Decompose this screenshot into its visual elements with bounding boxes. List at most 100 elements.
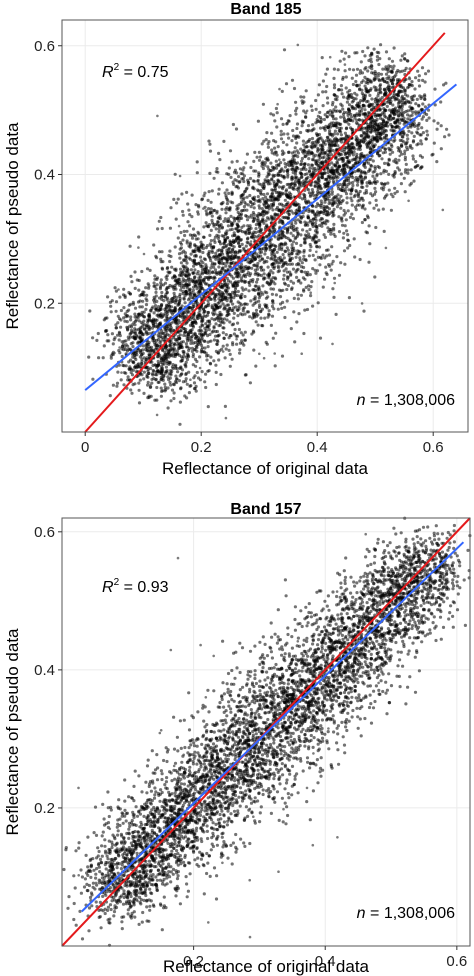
- scatter-point: [400, 108, 404, 112]
- scatter-point: [273, 187, 277, 191]
- scatter-point: [294, 112, 298, 116]
- scatter-point: [355, 67, 360, 71]
- scatter-point: [122, 371, 127, 375]
- scatter-point: [110, 332, 114, 336]
- scatter-point: [209, 200, 213, 204]
- scatter-point: [160, 389, 164, 393]
- scatter-point: [286, 248, 290, 252]
- scatter-point: [327, 192, 331, 196]
- scatter-point: [358, 189, 362, 194]
- scatter-point: [140, 313, 145, 317]
- scatter-point: [410, 113, 414, 117]
- scatter-point: [273, 254, 277, 258]
- scatter-point: [183, 254, 188, 258]
- scatter-point: [154, 294, 158, 298]
- scatter-point: [141, 299, 145, 303]
- scatter-point: [116, 321, 120, 325]
- scatter-point: [292, 310, 296, 314]
- scatter-point: [193, 348, 197, 352]
- scatter-point: [178, 256, 182, 260]
- scatter-point: [210, 330, 214, 334]
- scatter-point: [328, 264, 332, 268]
- scatter-point: [260, 323, 264, 328]
- scatter-point: [229, 175, 233, 179]
- scatter-point: [302, 95, 306, 99]
- scatter-point: [354, 73, 359, 77]
- scatter-point: [285, 143, 289, 147]
- scatter-point: [366, 69, 370, 73]
- scatter-point: [335, 198, 339, 202]
- scatter-point: [180, 274, 184, 278]
- scatter-point: [361, 49, 365, 54]
- scatter-point: [163, 334, 167, 338]
- scatter-point: [305, 221, 309, 225]
- scatter-point: [293, 146, 297, 150]
- scatter-point: [294, 241, 299, 245]
- scatter-point: [169, 206, 173, 210]
- scatter-point: [222, 219, 226, 223]
- scatter-point: [163, 295, 167, 299]
- scatter-point: [351, 217, 355, 221]
- scatter-point: [297, 209, 302, 213]
- scatter-point: [130, 280, 134, 284]
- scatter-point: [183, 301, 187, 305]
- scatter-point: [322, 220, 326, 224]
- scatter-point: [173, 305, 177, 310]
- scatter-point: [263, 209, 267, 213]
- scatter-point: [262, 268, 266, 272]
- scatter-point: [326, 170, 330, 175]
- scatter-point: [144, 286, 148, 290]
- scatter-point: [403, 155, 407, 159]
- scatter-point: [410, 131, 414, 135]
- scatter-point: [123, 295, 127, 299]
- scatter-point: [122, 306, 126, 310]
- scatter-point: [330, 161, 334, 165]
- scatter-point: [308, 242, 312, 247]
- scatter-point: [195, 160, 199, 164]
- scatter-point: [286, 216, 290, 221]
- scatter-point: [137, 312, 141, 316]
- scatter-point: [347, 108, 351, 112]
- scatter-point: [286, 175, 290, 179]
- scatter-point: [356, 199, 360, 203]
- scatter-point: [253, 295, 257, 299]
- scatter-point: [204, 314, 208, 318]
- scatter-point: [301, 139, 305, 143]
- scatter-point: [251, 196, 255, 200]
- scatter-point: [129, 315, 133, 319]
- scatter-point: [248, 315, 252, 319]
- scatter-point: [376, 74, 380, 78]
- scatter-point: [286, 150, 291, 154]
- scatter-point: [388, 114, 392, 118]
- scatter-point: [178, 306, 182, 310]
- scatter-point: [395, 190, 399, 194]
- scatter-point: [192, 376, 196, 380]
- scatter-point: [336, 68, 340, 72]
- scatter-point: [406, 113, 410, 117]
- scatter-point: [188, 280, 192, 284]
- scatter-point: [324, 90, 328, 94]
- scatter-point: [217, 227, 221, 231]
- scatter-point: [217, 265, 221, 269]
- scatter-point: [159, 215, 163, 220]
- scatter-point: [258, 250, 262, 255]
- scatter-point: [182, 259, 186, 263]
- scatter-point: [176, 370, 180, 374]
- scatter-point: [282, 158, 286, 162]
- scatter-point: [311, 304, 315, 308]
- scatter-point: [302, 331, 306, 336]
- scatter-point: [302, 254, 306, 258]
- scatter-point: [200, 270, 204, 274]
- scatter-point: [119, 325, 123, 329]
- scatter-point: [269, 169, 273, 173]
- scatter-point: [195, 279, 199, 283]
- scatter-point: [303, 277, 307, 281]
- scatter-point: [250, 235, 255, 239]
- scatter-point: [200, 346, 205, 350]
- scatter-point: [184, 377, 188, 381]
- scatter-point: [229, 250, 233, 254]
- scatter-point: [129, 388, 133, 392]
- scatter-point: [299, 233, 303, 237]
- scatter-point: [227, 348, 231, 352]
- scatter-point: [305, 234, 309, 238]
